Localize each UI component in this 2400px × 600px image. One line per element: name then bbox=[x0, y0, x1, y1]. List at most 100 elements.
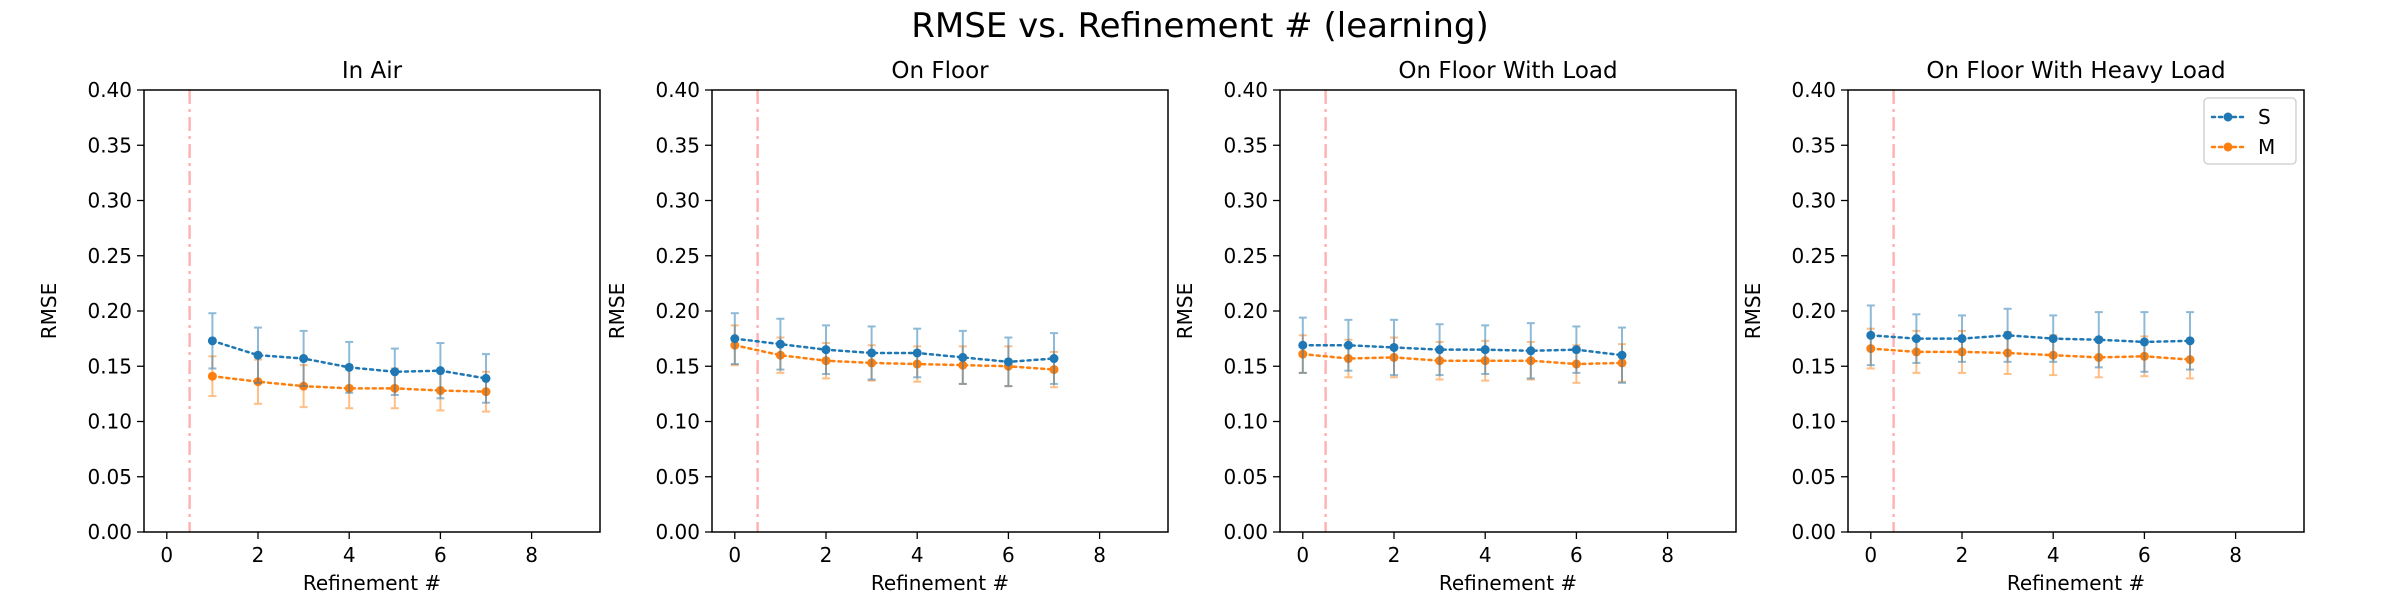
y-tick-label: 0.30 bbox=[1791, 189, 1836, 213]
legend: SM bbox=[2203, 97, 2297, 165]
data-point bbox=[1049, 354, 1059, 364]
y-axis-label: RMSE bbox=[37, 283, 61, 339]
plot-frame bbox=[143, 89, 601, 533]
y-tick-label: 0.05 bbox=[655, 465, 700, 489]
y-tick-label: 0.20 bbox=[1791, 299, 1836, 323]
chart-title: On Floor With Load bbox=[1398, 58, 1617, 84]
legend-entry-S: S bbox=[2210, 105, 2271, 129]
chart-panel-3: On Floor With Load 0.00 0.05 0.10 0.15 0.20 0.… bbox=[1173, 58, 1737, 595]
plot-frame bbox=[1847, 89, 2305, 533]
chart-panel-1: In Air 0.00 0.05 0.10 0.15 0.20 0.25 0.30 0.35 0.… bbox=[37, 58, 601, 595]
chart-title: On Floor With Heavy Load bbox=[1926, 58, 2225, 84]
data-point bbox=[1389, 342, 1399, 352]
legend-frame bbox=[2203, 97, 2297, 165]
y-tick-label: 0.20 bbox=[655, 299, 700, 323]
x-axis-label: Refinement # bbox=[871, 571, 1009, 595]
x-tick-label: 0 bbox=[1296, 543, 1309, 567]
data-point bbox=[1003, 357, 1013, 367]
y-tick-label: 0.00 bbox=[1223, 520, 1268, 544]
data-point bbox=[821, 345, 831, 355]
legend-marker bbox=[2223, 112, 2233, 122]
series-line bbox=[1869, 347, 2192, 361]
y-tick-label: 0.05 bbox=[87, 465, 132, 489]
y-tick-label: 0.00 bbox=[1791, 520, 1836, 544]
y-tick-label: 0.35 bbox=[1223, 133, 1268, 157]
series-S bbox=[1298, 316, 1627, 384]
chart-title: In Air bbox=[342, 58, 403, 84]
y-tick-label: 0.20 bbox=[87, 299, 132, 323]
data-point bbox=[867, 348, 877, 358]
y-tick-label: 0.35 bbox=[87, 133, 132, 157]
figure-title: RMSE vs. Refinement # (learning) bbox=[911, 6, 1489, 46]
x-tick-label: 0 bbox=[1864, 543, 1877, 567]
y-tick-label: 0.30 bbox=[1223, 189, 1268, 213]
plot-frame bbox=[711, 89, 1169, 533]
data-point bbox=[775, 339, 785, 349]
y-tick-label: 0.15 bbox=[655, 354, 700, 378]
data-point bbox=[344, 362, 354, 372]
series-S bbox=[1866, 304, 2195, 373]
x-tick-label: 8 bbox=[2229, 543, 2242, 567]
x-tick-label: 4 bbox=[911, 543, 924, 567]
y-tick-label: 0.15 bbox=[1791, 354, 1836, 378]
y-tick-label: 0.40 bbox=[655, 78, 700, 102]
y-tick-label: 0.10 bbox=[1791, 410, 1836, 434]
data-point bbox=[1435, 345, 1445, 355]
y-tick-label: 0.10 bbox=[655, 410, 700, 434]
data-point bbox=[1298, 340, 1308, 350]
series-line bbox=[1301, 344, 1624, 357]
x-tick-label: 2 bbox=[1956, 543, 1969, 567]
y-tick-label: 0.35 bbox=[1791, 133, 1836, 157]
x-axis-label: Refinement # bbox=[1439, 571, 1577, 595]
data-point bbox=[2003, 330, 2013, 340]
x-tick-label: 4 bbox=[2047, 543, 2060, 567]
y-tick-label: 0.30 bbox=[87, 189, 132, 213]
series-line bbox=[1301, 352, 1624, 366]
chart-title: On Floor bbox=[891, 58, 989, 84]
y-tick-label: 0.40 bbox=[87, 78, 132, 102]
data-point bbox=[1480, 345, 1490, 355]
data-point bbox=[207, 336, 217, 346]
y-tick-label: 0.05 bbox=[1223, 465, 1268, 489]
legend-entry-M: M bbox=[2210, 135, 2275, 159]
y-tick-label: 0.05 bbox=[1791, 465, 1836, 489]
x-tick-label: 8 bbox=[1093, 543, 1106, 567]
y-tick-label: 0.15 bbox=[87, 354, 132, 378]
y-tick-label: 0.00 bbox=[87, 520, 132, 544]
y-tick-label: 0.40 bbox=[1791, 78, 1836, 102]
data-point bbox=[912, 348, 922, 358]
y-tick-label: 0.30 bbox=[655, 189, 700, 213]
legend-marker bbox=[2223, 142, 2233, 152]
data-point bbox=[1866, 330, 1876, 340]
x-tick-label: 0 bbox=[728, 543, 741, 567]
y-tick-label: 0.25 bbox=[1223, 244, 1268, 268]
y-axis-label: RMSE bbox=[1173, 283, 1197, 339]
y-axis-label: RMSE bbox=[605, 283, 629, 339]
y-tick-label: 0.25 bbox=[87, 244, 132, 268]
legend-label: S bbox=[2258, 105, 2271, 129]
data-point bbox=[435, 366, 445, 376]
data-point bbox=[2048, 334, 2058, 344]
data-point bbox=[207, 371, 217, 381]
y-tick-label: 0.25 bbox=[655, 244, 700, 268]
series-line bbox=[733, 344, 1056, 371]
data-point bbox=[390, 367, 400, 377]
x-tick-label: 6 bbox=[1002, 543, 1015, 567]
y-tick-label: 0.00 bbox=[655, 520, 700, 544]
data-point bbox=[481, 373, 491, 383]
y-tick-label: 0.25 bbox=[1791, 244, 1836, 268]
data-point bbox=[1571, 345, 1581, 355]
chart-panel-2: On Floor 0.00 0.05 0.10 0.15 0.20 0.25 0.30 0.35… bbox=[605, 58, 1169, 595]
x-tick-label: 6 bbox=[434, 543, 447, 567]
x-axis-label: Refinement # bbox=[303, 571, 441, 595]
y-axis-label: RMSE bbox=[1741, 283, 1765, 339]
y-tick-label: 0.10 bbox=[1223, 410, 1268, 434]
x-tick-label: 4 bbox=[1479, 543, 1492, 567]
x-tick-label: 6 bbox=[1570, 543, 1583, 567]
chart-panel-4: On Floor With Heavy Load 0.00 0.05 0.10 0.15… bbox=[1741, 58, 2305, 595]
x-tick-label: 2 bbox=[820, 543, 833, 567]
data-point bbox=[1526, 346, 1536, 356]
y-tick-label: 0.35 bbox=[655, 133, 700, 157]
legend-label: M bbox=[2258, 135, 2275, 159]
